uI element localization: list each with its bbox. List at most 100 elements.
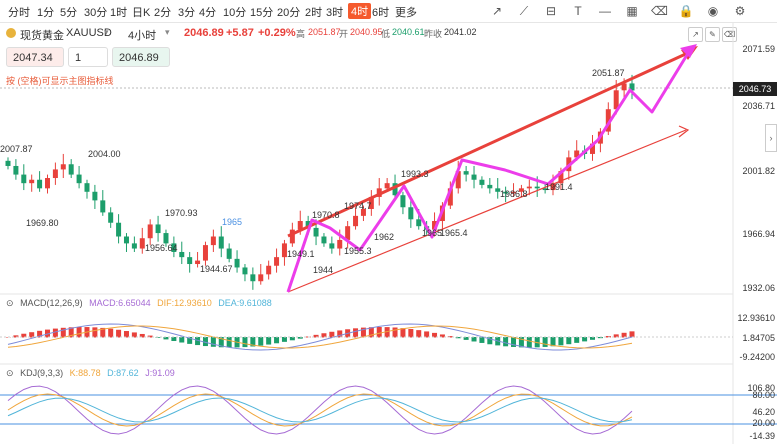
tab-timeframe-1[interactable]: 1分 bbox=[37, 7, 55, 19]
macd-histogram-bar bbox=[558, 337, 564, 346]
candle-body bbox=[479, 179, 485, 185]
macd-histogram-bar bbox=[281, 337, 287, 342]
tab-timeframe-3[interactable]: 30分 bbox=[84, 7, 108, 19]
candle-body bbox=[392, 183, 398, 196]
brush-icon[interactable]: ✎ bbox=[705, 27, 720, 42]
candle-body bbox=[384, 183, 390, 189]
tab-timeframe-14[interactable]: 4时 bbox=[348, 3, 372, 19]
macd-histogram-bar bbox=[92, 327, 98, 338]
macd-histogram-bar bbox=[597, 337, 603, 339]
macd-histogram-bar bbox=[368, 327, 374, 338]
price-change: +5.87 bbox=[226, 27, 254, 39]
ruler-icon[interactable]: ⊟ bbox=[545, 4, 557, 18]
macd-histogram-bar bbox=[29, 332, 35, 338]
tab-timeframe-11[interactable]: 20分 bbox=[277, 7, 301, 19]
chart-price-label: 1956.64 bbox=[145, 243, 178, 253]
tab-timeframe-6[interactable]: 2分 bbox=[154, 7, 172, 19]
macd-histogram-bar bbox=[392, 327, 398, 338]
candle-body bbox=[202, 245, 208, 261]
ray-line-icon[interactable]: ⟋ bbox=[519, 4, 529, 18]
candle-body bbox=[108, 212, 114, 223]
candle-body bbox=[629, 83, 635, 91]
text-tool-icon[interactable]: T bbox=[574, 4, 582, 18]
tab-timeframe-7[interactable]: 3分 bbox=[178, 7, 196, 19]
macd-histogram-bar bbox=[289, 337, 295, 341]
j-line bbox=[7, 385, 633, 435]
eye-icon[interactable]: ⊙ bbox=[6, 368, 14, 378]
lots-input[interactable]: 1 bbox=[68, 47, 108, 67]
candle-body bbox=[360, 208, 366, 216]
macd-histogram-bar bbox=[139, 333, 145, 338]
settings-icon[interactable]: ⚙ bbox=[734, 4, 746, 18]
tab-timeframe-9[interactable]: 10分 bbox=[223, 7, 247, 19]
candle-body bbox=[305, 221, 311, 228]
period-label[interactable]: 4小时 bbox=[128, 30, 157, 42]
channel-arrow-head bbox=[678, 125, 690, 138]
candle-body bbox=[266, 265, 272, 275]
instrument-name[interactable]: 现货黄金 bbox=[20, 30, 64, 42]
chevron-down-icon[interactable]: ▾ bbox=[104, 27, 109, 37]
tab-timeframe-16[interactable]: 更多 bbox=[395, 7, 417, 19]
tab-timeframe-15[interactable]: 6时 bbox=[372, 7, 390, 19]
macd-histogram-bar bbox=[313, 334, 319, 338]
candle-body bbox=[518, 188, 524, 192]
macd-histogram-bar bbox=[582, 337, 588, 342]
horizontal-line-icon[interactable]: — bbox=[599, 4, 611, 18]
kdj-axis-tick: 20.00 bbox=[752, 418, 775, 428]
tab-timeframe-0[interactable]: 分时 bbox=[8, 7, 30, 19]
sell-price-box[interactable]: 2047.34 bbox=[6, 47, 64, 67]
candle-body bbox=[187, 257, 193, 265]
chart-price-label: 1970.93 bbox=[165, 208, 198, 218]
prev-close-label: 昨收 bbox=[424, 29, 443, 39]
tab-timeframe-5[interactable]: 日K bbox=[132, 7, 151, 19]
tab-timeframe-12[interactable]: 2时 bbox=[305, 7, 323, 19]
candle-body bbox=[432, 221, 438, 230]
k-line bbox=[7, 393, 633, 427]
macd-histogram-bar bbox=[487, 337, 493, 345]
eraser-icon[interactable]: ⌫ bbox=[651, 4, 668, 18]
dif-value: DIF:12.93610 bbox=[157, 298, 212, 308]
eye-icon[interactable]: ◉ bbox=[707, 4, 719, 18]
tab-timeframe-13[interactable]: 3时 bbox=[326, 7, 344, 19]
candle-body bbox=[471, 174, 477, 180]
candle-body bbox=[400, 195, 406, 208]
candle-body bbox=[463, 171, 469, 175]
macd-histogram-bar bbox=[432, 332, 438, 338]
chart-price-label: 2004.00 bbox=[88, 149, 121, 159]
grid-icon[interactable]: ▦ bbox=[626, 4, 638, 18]
trend-line-icon[interactable]: ↗ bbox=[491, 4, 503, 18]
candle-body bbox=[574, 150, 580, 158]
buy-price-box[interactable]: 2046.89 bbox=[112, 47, 170, 67]
candle-body bbox=[605, 109, 611, 132]
candle-body bbox=[353, 215, 359, 227]
chevron-down-icon[interactable]: ▾ bbox=[165, 27, 170, 37]
candle-body bbox=[100, 200, 106, 213]
candle-body bbox=[147, 224, 153, 239]
candle-body bbox=[195, 260, 201, 265]
tab-timeframe-2[interactable]: 5分 bbox=[60, 7, 78, 19]
tab-timeframe-8[interactable]: 4分 bbox=[199, 7, 217, 19]
eye-icon[interactable]: ⊙ bbox=[6, 298, 14, 308]
candle-body bbox=[52, 169, 58, 179]
candle-body bbox=[416, 219, 422, 227]
price-axis-tick: 2036.71 bbox=[742, 101, 775, 111]
macd-histogram-bar bbox=[329, 331, 335, 338]
low-label: 低 bbox=[381, 29, 391, 39]
kdj-axis-tick: 46.20 bbox=[752, 407, 775, 417]
macd-histogram-bar bbox=[353, 328, 359, 338]
drawing-tool-icon[interactable]: ↗ bbox=[688, 27, 703, 42]
lock-icon[interactable]: 🔒 bbox=[678, 4, 694, 18]
candle-body bbox=[447, 188, 453, 206]
macd-histogram-bar bbox=[550, 337, 556, 347]
tab-timeframe-10[interactable]: 15分 bbox=[250, 7, 274, 19]
candle-body bbox=[321, 236, 327, 244]
candle-body bbox=[60, 164, 66, 170]
candle-body bbox=[163, 233, 169, 244]
candle-body bbox=[179, 251, 185, 258]
macd-histogram-bar bbox=[52, 328, 58, 338]
tab-timeframe-4[interactable]: 1时 bbox=[110, 7, 128, 19]
macd-histogram-bar bbox=[463, 337, 469, 340]
macd-histogram-bar bbox=[250, 337, 256, 347]
chart-price-label: 1974.7 bbox=[344, 201, 372, 211]
